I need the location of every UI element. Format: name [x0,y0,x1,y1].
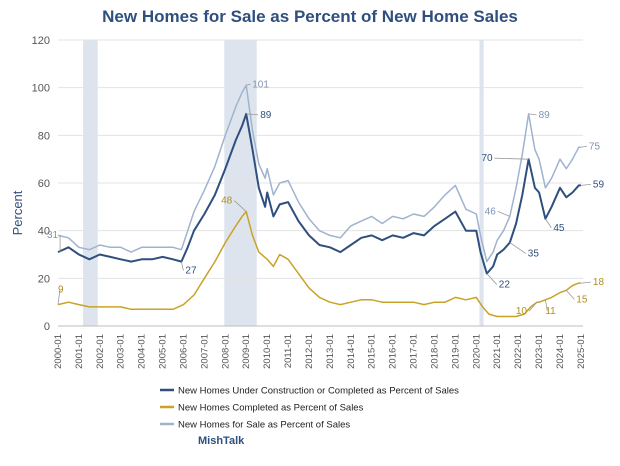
series-lines [57,84,581,318]
annotation-leader [580,145,587,148]
annotation-leader [528,301,538,312]
annotation-label: 59 [593,179,605,190]
annotation-label: 48 [221,196,233,207]
annotation-label: 45 [553,223,565,234]
x-tick-label: 2025-01 [576,334,587,369]
y-tick-label: 20 [38,273,50,285]
annotation-leader [246,83,251,86]
x-tick-label: 2000-01 [53,334,64,369]
annotation-label: 101 [252,79,269,90]
annotation-leader [57,289,61,305]
legend: New Homes Under Construction or Complete… [160,386,459,431]
annotation-label: 89 [539,110,551,121]
x-tick-label: 2012-01 [304,334,315,369]
y-tick-label: 40 [38,226,50,238]
annotation-leader [545,218,552,228]
annotation-label: 35 [528,249,540,260]
x-tick-label: 2002-01 [95,334,106,369]
x-tick-label: 2009-01 [241,334,252,369]
series-line [57,210,581,318]
x-tick-label: 2005-01 [158,334,169,369]
annotation-leader [565,289,575,300]
y-axis-ticks: 0 20 40 60 80 100 120 [32,35,50,333]
x-tick-label: 2021-01 [492,334,503,369]
annotation-leader [497,210,510,217]
x-tick-label: 2020-01 [471,334,482,369]
annotation-label: 27 [185,266,197,277]
x-tick-label: 2001-01 [74,334,85,369]
y-tick-label: 100 [32,83,50,95]
x-tick-label: 2024-01 [555,334,566,369]
annotation-label: 31 [47,230,59,241]
y-tick-label: 0 [44,321,50,333]
legend-label: New Homes for Sale as Percent of Sales [178,420,350,431]
annotation-label: 18 [593,277,605,288]
annotation-label: 11 [545,306,556,317]
grid-lines [58,39,583,327]
legend-label: New Homes Completed as Percent of Sales [178,403,364,414]
annotation-leader [528,113,537,116]
annotation-leader [509,242,527,254]
annotation-label: 70 [481,153,493,164]
chart-title: New Homes for Sale as Percent of New Hom… [102,7,518,26]
annotation-leader [486,273,498,285]
x-axis-ticks: 2000-01 2001-01 2002-01 2003-01 2004-01 2005-… [53,334,587,369]
source-label: MishTalk [198,435,245,447]
x-tick-label: 2018-01 [429,334,440,369]
x-tick-label: 2015-01 [367,334,378,369]
annotation-label: 89 [260,110,272,121]
annotation-leader [494,157,529,160]
annotation-leader [246,113,259,116]
x-tick-label: 2019-01 [450,334,461,369]
annotation-label: 75 [589,141,601,152]
annotation-leader [544,299,548,311]
series-line [57,112,581,275]
annotation-label: 22 [499,280,511,291]
annotation-label: 10 [516,306,528,317]
legend-label: New Homes Under Construction or Complete… [178,386,459,397]
x-tick-label: 2010-01 [262,334,273,369]
x-tick-label: 2023-01 [534,334,545,369]
x-tick-label: 2003-01 [116,334,127,369]
annotation-label: 15 [576,294,588,305]
x-tick-label: 2022-01 [513,334,524,369]
y-tick-label: 60 [38,178,50,190]
annotations: 31 9 27 48 101 89 46 22 70 89 35 45 75 59 10 11 15 18 [47,79,605,317]
series-line [57,84,581,263]
annotation-leader [181,261,184,271]
x-tick-label: 2017-01 [409,334,420,369]
x-tick-label: 2013-01 [325,334,336,369]
y-axis-label: Percent [10,190,25,235]
annotation-leader [580,183,591,186]
x-tick-label: 2016-01 [388,334,399,369]
x-tick-label: 2008-01 [220,334,231,369]
x-tick-label: 2011-01 [283,334,294,368]
y-tick-label: 80 [38,130,50,142]
annotation-label: 9 [58,285,64,296]
x-tick-label: 2014-01 [346,334,357,369]
annotation-leader [580,281,591,284]
y-tick-label: 120 [32,35,50,47]
x-tick-label: 2006-01 [178,334,189,369]
annotation-label: 46 [485,206,497,217]
annotation-leader [233,200,247,212]
x-tick-label: 2004-01 [137,334,148,369]
x-tick-label: 2007-01 [199,334,210,369]
